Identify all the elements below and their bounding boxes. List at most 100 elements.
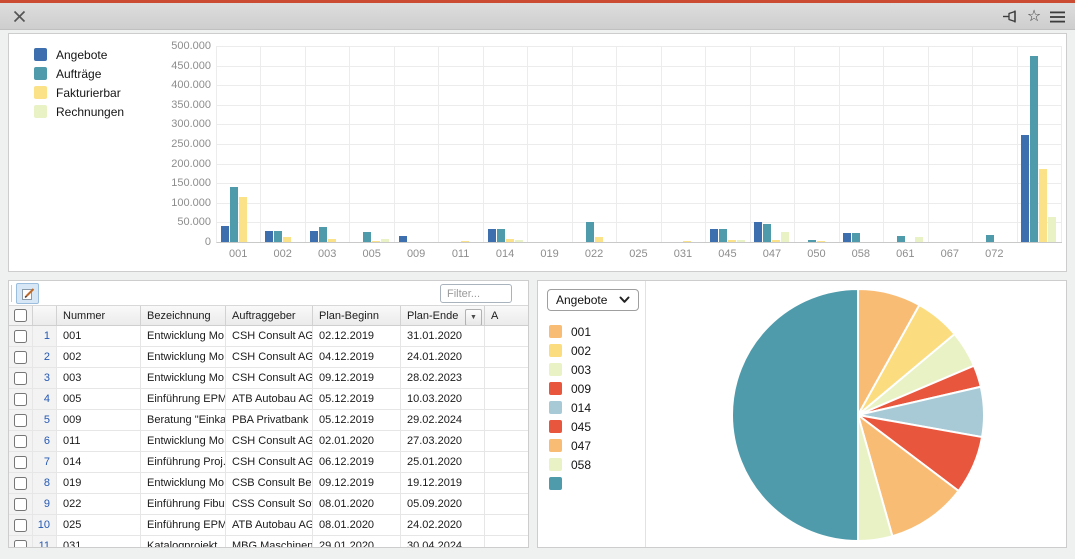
- row-number-cell[interactable]: 6: [33, 431, 57, 451]
- bar-chart-plot: [216, 46, 1062, 243]
- bar-aufträge: [1030, 56, 1039, 242]
- column-header-nummer[interactable]: Nummer: [57, 306, 141, 325]
- table-cell: CSH Consult AG: [226, 368, 313, 388]
- y-axis-tick: 200.000: [171, 157, 211, 170]
- row-checkbox[interactable]: [14, 392, 27, 406]
- row-checkbox[interactable]: [14, 476, 27, 490]
- gridline: [217, 85, 1062, 86]
- table-cell: 022: [57, 494, 141, 514]
- row-checkbox[interactable]: [14, 350, 27, 364]
- table-row[interactable]: 6 011 Entwicklung Mo... CSH Consult AG 02.01…: [9, 431, 528, 452]
- table-row[interactable]: 3 003 Entwicklung Mo... CSH Consult AG 09.12…: [9, 368, 528, 389]
- row-number-cell[interactable]: 5: [33, 410, 57, 430]
- bar-fakturierbar: [461, 241, 470, 242]
- pin-button[interactable]: [999, 7, 1021, 26]
- x-axis-label: 005: [362, 248, 381, 260]
- table-row[interactable]: 1 001 Entwicklung Mo... CSH Consult AG 02.12…: [9, 326, 528, 347]
- close-button[interactable]: [8, 7, 30, 26]
- row-number-cell[interactable]: 4: [33, 389, 57, 409]
- x-axis-label: 045: [718, 248, 737, 260]
- row-number-cell[interactable]: 1: [33, 326, 57, 346]
- bar-chart-panel: Angebote Aufträge Fakturierbar Rechnungen 5…: [8, 33, 1067, 272]
- select-all-cell: [9, 306, 33, 325]
- bar-aufträge: [363, 232, 372, 242]
- row-checkbox[interactable]: [14, 518, 27, 532]
- legend-label: 002: [571, 343, 592, 358]
- filter-input[interactable]: [440, 284, 512, 303]
- pie-legend-item: 045: [549, 417, 591, 436]
- row-checkbox[interactable]: [14, 371, 27, 385]
- table-cell: 011: [57, 431, 141, 451]
- pie-sidebar: Angebote 001 002 003 009 014 045 047 058: [538, 281, 646, 547]
- column-header-auftraggeber[interactable]: Auftraggeber: [226, 306, 313, 325]
- column-header-label: Bezeichnung: [147, 309, 211, 322]
- bar-aufträge: [852, 233, 861, 242]
- bar-legend-item: Rechnungen: [34, 102, 124, 121]
- edit-button[interactable]: [16, 283, 39, 304]
- legend-swatch: [549, 439, 562, 452]
- bar-group: [1018, 46, 1062, 242]
- row-number-cell[interactable]: 9: [33, 494, 57, 514]
- row-number-cell[interactable]: 2: [33, 347, 57, 367]
- star-button[interactable]: ☆: [1023, 7, 1045, 26]
- row-checkbox[interactable]: [14, 455, 27, 469]
- row-checkbox-cell: [9, 410, 33, 430]
- pie-slice-047: [857, 414, 960, 538]
- table-row[interactable]: 10 025 Einführung EPM ATB Autobau AG 08.01.2…: [9, 515, 528, 536]
- column-filter-button[interactable]: ▼: [465, 309, 482, 325]
- row-number-cell[interactable]: 10: [33, 515, 57, 535]
- legend-label: 003: [571, 362, 592, 377]
- row-number-cell[interactable]: 3: [33, 368, 57, 388]
- table-row[interactable]: 8 019 Entwicklung Mo... CSB Consult Be... 09…: [9, 473, 528, 494]
- table-row[interactable]: 7 014 Einführung Proj... CSH Consult AG 06.1…: [9, 452, 528, 473]
- table-cell-partial: [485, 473, 528, 493]
- x-axis-label: 047: [762, 248, 782, 260]
- row-checkbox[interactable]: [14, 497, 27, 511]
- legend-label: 009: [571, 381, 592, 396]
- bar-legend-item: Angebote: [34, 45, 124, 64]
- row-checkbox[interactable]: [14, 329, 27, 343]
- column-header-bezeichnung[interactable]: Bezeichnung: [141, 306, 226, 325]
- bar-legend-item: Fakturierbar: [34, 83, 124, 102]
- y-axis-tick: 500.000: [171, 40, 211, 52]
- table-cell: 08.01.2020: [313, 515, 401, 535]
- row-checkbox[interactable]: [14, 434, 27, 448]
- gridline: [217, 105, 1062, 106]
- column-header-planende[interactable]: Plan-Ende ▼: [401, 306, 485, 325]
- row-checkbox[interactable]: [14, 539, 27, 547]
- table-row[interactable]: 4 005 Einführung EPM ATB Autobau AG 05.12.20…: [9, 389, 528, 410]
- pie-legend-item: 003: [549, 360, 591, 379]
- bar-fakturierbar: [727, 240, 736, 242]
- column-header-label: Auftraggeber: [232, 309, 296, 322]
- row-number-cell[interactable]: 7: [33, 452, 57, 472]
- row-number-cell[interactable]: 8: [33, 473, 57, 493]
- bar-fakturierbar: [283, 237, 292, 242]
- y-axis-tick: 350.000: [171, 98, 211, 111]
- legend-swatch: [549, 325, 562, 338]
- table-row[interactable]: 2 002 Entwicklung Mo... CSH Consult AG 04.12…: [9, 347, 528, 368]
- toolbar-separator: [11, 285, 12, 302]
- gridline: [217, 203, 1062, 204]
- row-checkbox[interactable]: [14, 413, 27, 427]
- bar-group: [439, 46, 484, 242]
- select-all-checkbox[interactable]: [14, 309, 27, 322]
- bar-group: [929, 46, 974, 242]
- menu-button[interactable]: [1046, 7, 1068, 26]
- table-cell: 27.03.2020: [401, 431, 485, 451]
- bar-fakturierbar: [372, 241, 381, 242]
- gridline: [217, 124, 1062, 125]
- y-axis-tick: 0: [204, 236, 211, 248]
- row-number-cell[interactable]: 11: [33, 536, 57, 547]
- table-cell: 04.12.2019: [313, 347, 401, 367]
- pie-metric-dropdown[interactable]: Angebote: [547, 289, 639, 311]
- y-axis-tick: 100.000: [171, 196, 211, 209]
- column-header-label: Nummer: [63, 309, 106, 322]
- table-cell: 24.02.2020: [401, 515, 485, 535]
- column-header-planbeginn[interactable]: Plan-Beginn: [313, 306, 401, 325]
- y-axis-tick: 300.000: [171, 118, 211, 131]
- column-header-a[interactable]: A: [485, 306, 528, 325]
- bar-aufträge: [896, 236, 905, 242]
